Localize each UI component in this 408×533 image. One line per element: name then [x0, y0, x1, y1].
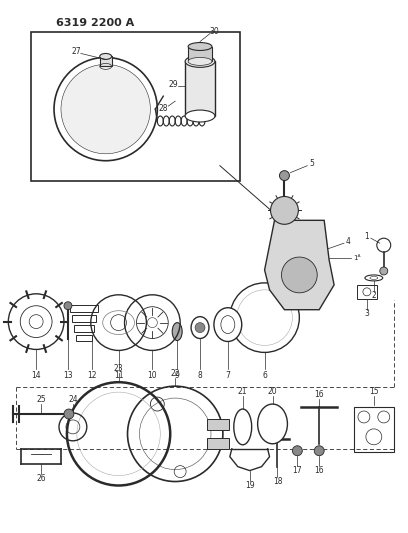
Text: 4: 4	[346, 237, 350, 246]
Ellipse shape	[185, 110, 215, 122]
Ellipse shape	[100, 53, 112, 59]
Circle shape	[314, 446, 324, 456]
Text: 6: 6	[262, 371, 267, 379]
Text: 13: 13	[63, 371, 73, 379]
Text: 9: 9	[175, 371, 180, 379]
Text: 14: 14	[31, 371, 41, 379]
Bar	[207, 438, 229, 449]
Bar	[185, 61, 215, 116]
Text: 29: 29	[169, 80, 178, 89]
Text: 28: 28	[159, 103, 168, 112]
Ellipse shape	[191, 317, 209, 338]
Text: 16: 16	[315, 390, 324, 399]
Bar	[72, 314, 96, 321]
Text: 3: 3	[364, 309, 369, 318]
Text: 27: 27	[71, 47, 81, 56]
Text: 1: 1	[364, 232, 369, 241]
Bar	[354, 407, 394, 452]
Bar	[100, 56, 112, 67]
Text: 19: 19	[245, 481, 255, 490]
Ellipse shape	[188, 58, 212, 66]
Text: 24: 24	[68, 394, 78, 403]
Circle shape	[29, 314, 43, 328]
Circle shape	[282, 257, 317, 293]
Circle shape	[195, 322, 205, 333]
Text: 20: 20	[268, 386, 277, 395]
Text: 11: 11	[114, 371, 123, 379]
Circle shape	[293, 446, 302, 456]
Text: 16: 16	[315, 466, 324, 475]
Circle shape	[64, 409, 74, 419]
Circle shape	[147, 318, 157, 328]
Bar	[70, 305, 98, 312]
Text: 23: 23	[114, 364, 123, 373]
Text: 26: 26	[36, 474, 46, 483]
Circle shape	[64, 302, 72, 310]
Text: 30: 30	[209, 27, 219, 36]
Text: 22: 22	[171, 369, 180, 378]
Text: 25: 25	[36, 394, 46, 403]
Text: 17: 17	[293, 466, 302, 475]
Text: 2: 2	[371, 292, 376, 300]
Circle shape	[61, 64, 151, 154]
Circle shape	[271, 197, 298, 224]
Text: 5: 5	[310, 159, 315, 168]
Ellipse shape	[172, 322, 182, 341]
Text: 1ᴬ: 1ᴬ	[353, 255, 361, 261]
Text: 8: 8	[197, 371, 202, 379]
Circle shape	[279, 171, 289, 181]
Polygon shape	[264, 220, 334, 310]
Text: 18: 18	[273, 477, 282, 486]
Ellipse shape	[188, 43, 212, 51]
Ellipse shape	[214, 308, 242, 342]
Bar	[188, 46, 212, 61]
Text: 12: 12	[87, 371, 97, 379]
Text: 15: 15	[369, 386, 379, 395]
Ellipse shape	[185, 55, 215, 67]
Ellipse shape	[234, 409, 252, 445]
Ellipse shape	[257, 404, 287, 444]
Circle shape	[380, 267, 388, 275]
Bar	[357, 285, 377, 299]
Text: 6319 2200 A: 6319 2200 A	[56, 18, 134, 28]
Bar	[31, 31, 240, 181]
Text: 21: 21	[238, 386, 248, 395]
Text: 7: 7	[225, 371, 230, 379]
Bar	[74, 325, 94, 332]
Text: 10: 10	[148, 371, 157, 379]
Bar	[207, 419, 229, 430]
Bar	[76, 335, 92, 342]
